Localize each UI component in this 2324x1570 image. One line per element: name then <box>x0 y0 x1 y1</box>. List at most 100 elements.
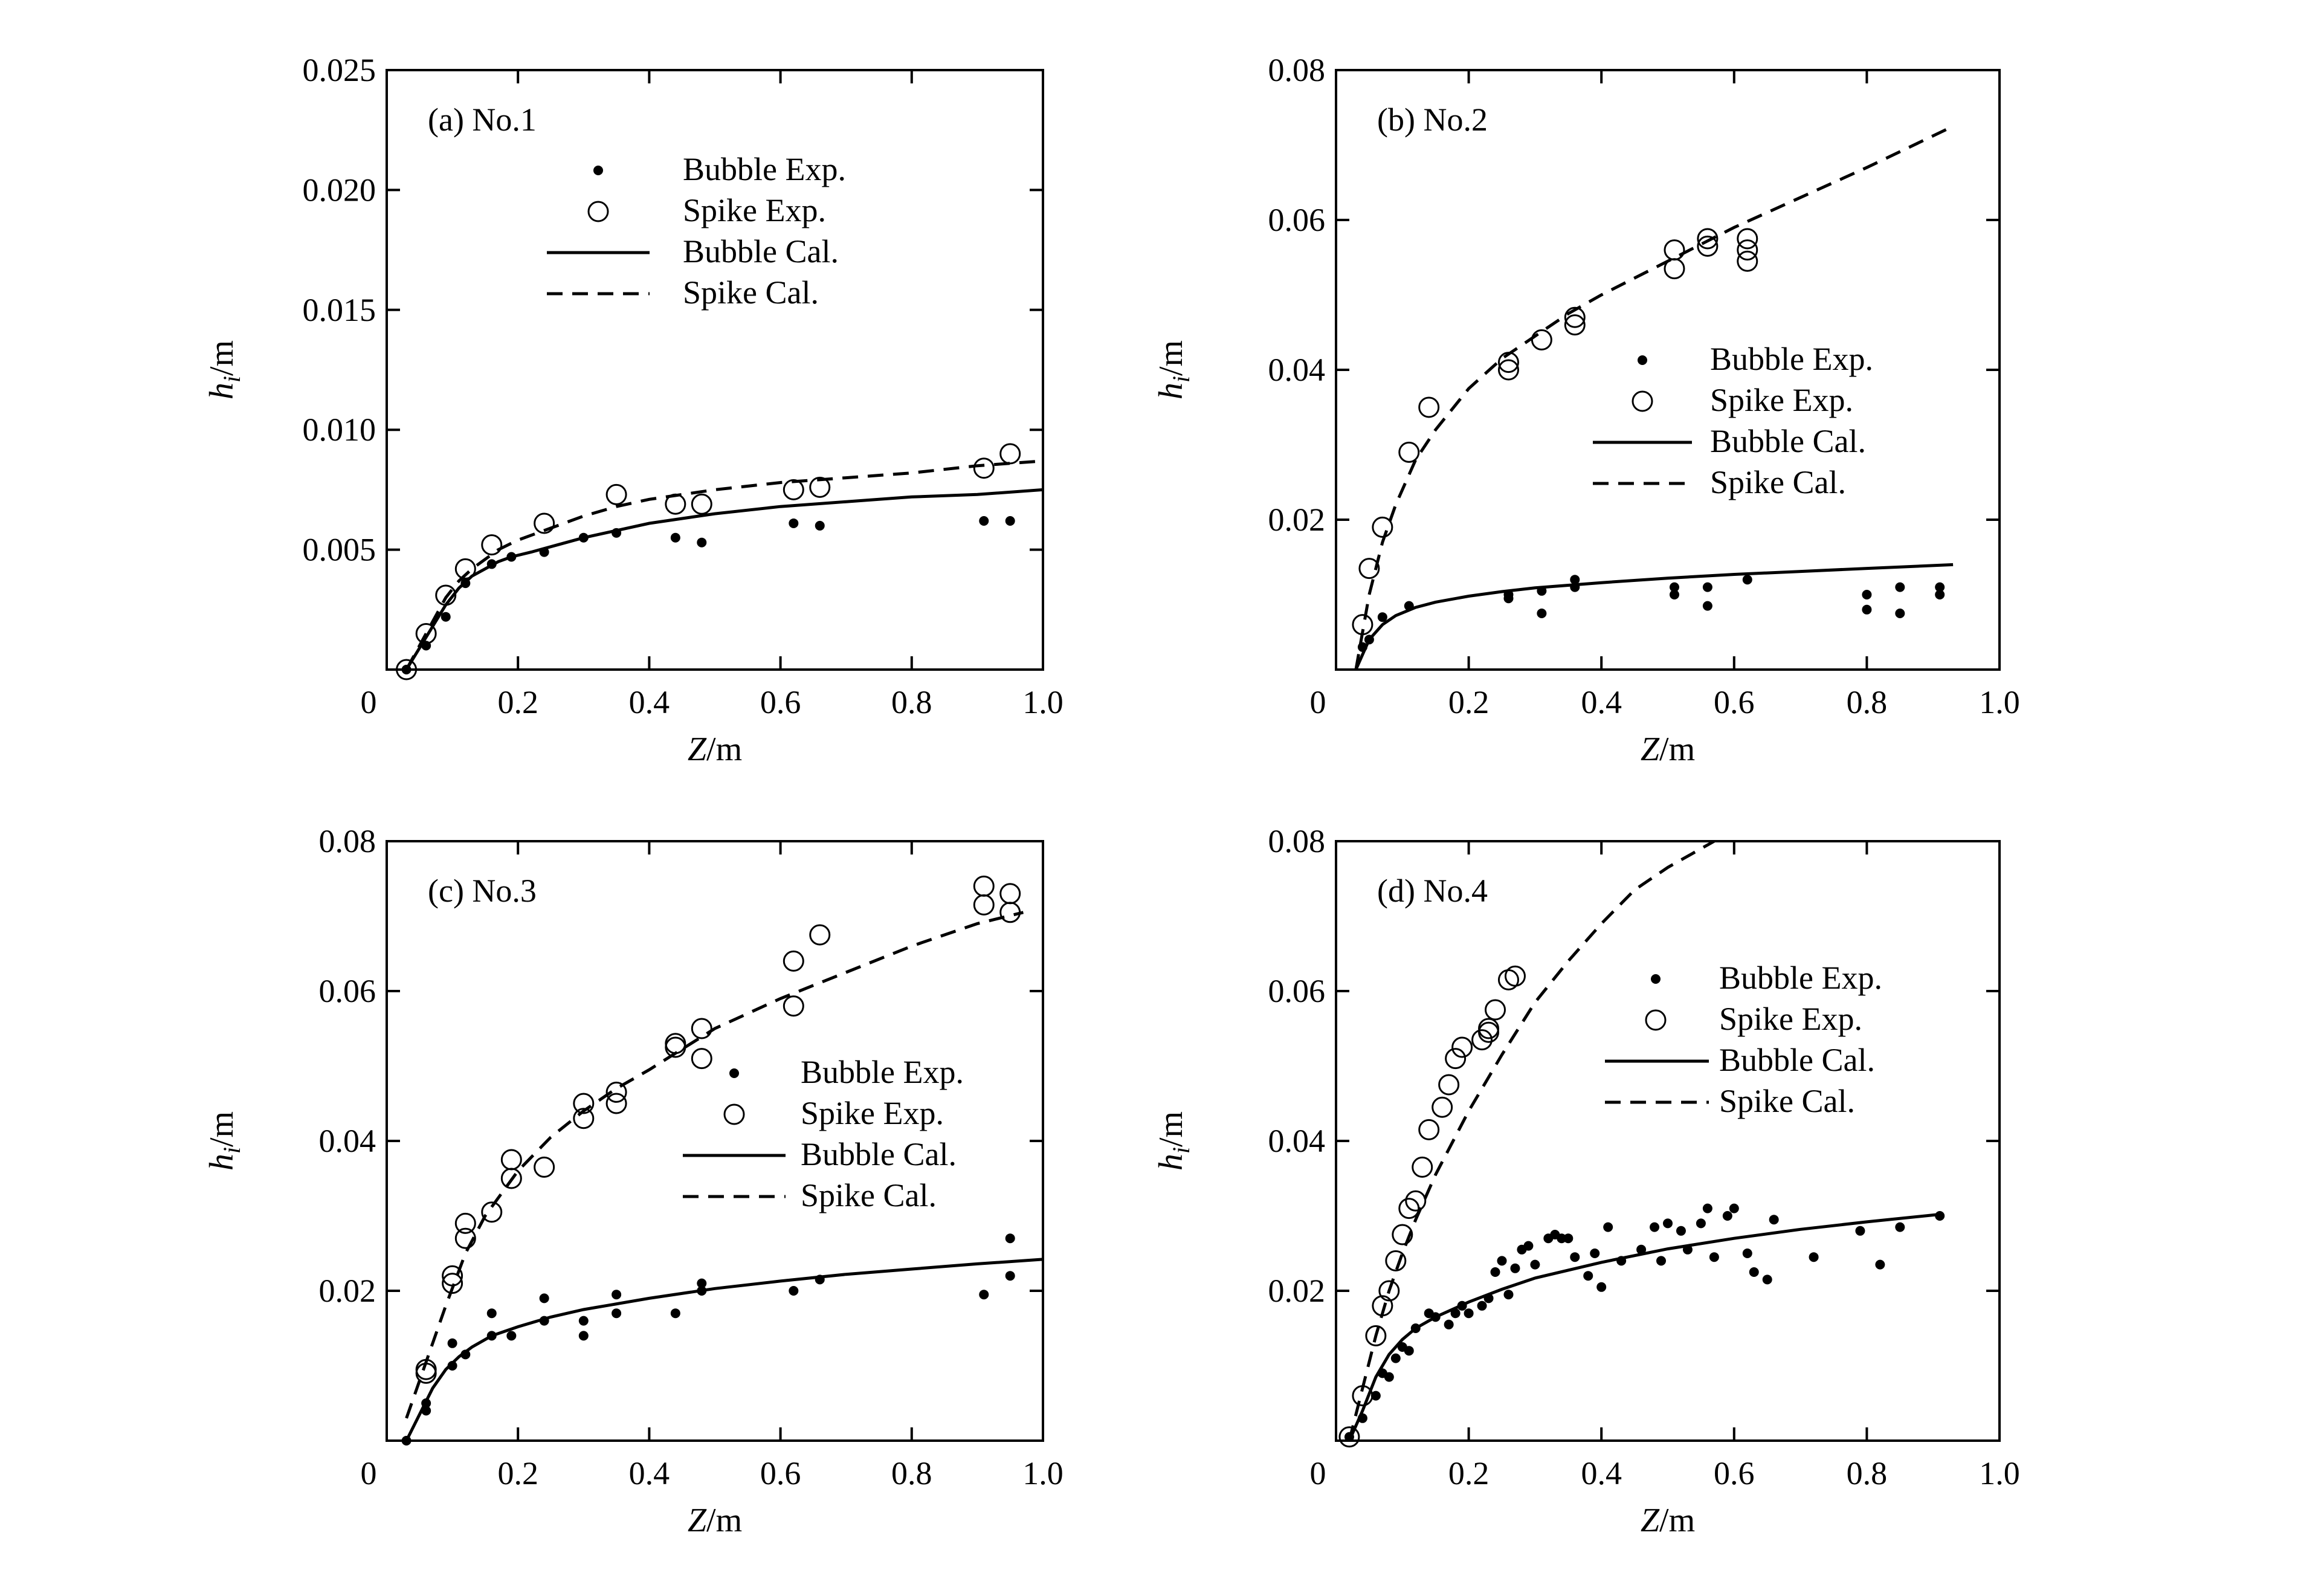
legend: Bubble Exp. Spike Exp. Bubble Cal. Spike Ca… <box>1605 960 1882 1119</box>
spike-exp-point <box>665 493 686 515</box>
spike-exp-point <box>1432 1096 1453 1118</box>
bubble-exp-point <box>1570 575 1580 585</box>
bubble-exp-point <box>1696 1218 1706 1229</box>
bubble-exp-point <box>1650 1222 1660 1232</box>
chart-panel-4: 0 0.2 0.4 0.6 0.8 1.00.020.040.060.08Z/mhi/m(… <box>1152 823 2020 1539</box>
bubble-exp-point <box>1005 1233 1015 1244</box>
spike-exp-point <box>691 1048 712 1070</box>
spike-exp-point <box>534 512 555 534</box>
bubble-exp-point <box>1477 1300 1487 1311</box>
legend-label: Bubble Exp. <box>683 151 846 187</box>
legend-label: Spike Cal. <box>801 1177 937 1213</box>
spike-exp-point <box>1564 314 1586 336</box>
spike-exp-point <box>973 875 995 897</box>
spike-exp-point <box>1485 999 1506 1021</box>
plot-frame <box>386 69 1044 671</box>
legend-label: Spike Cal. <box>683 274 819 311</box>
y-tick-label: 0.015 <box>303 292 376 328</box>
bubble-exp-point <box>1676 1226 1686 1236</box>
legend-label: Bubble Cal. <box>1719 1042 1875 1078</box>
bubble-exp-point <box>1464 1308 1474 1319</box>
spike-exp-point <box>1564 306 1586 328</box>
spike-exp-point <box>454 1227 476 1249</box>
spike-exp-point <box>809 924 831 946</box>
spike-exp-point <box>435 584 457 606</box>
x-tick-label: 0.2 <box>497 1455 538 1491</box>
legend-label: Bubble Exp. <box>1719 960 1882 996</box>
x-tick-label: 0.4 <box>1581 684 1622 720</box>
bubble-exp-point <box>1005 515 1015 526</box>
bubble-exp-point <box>1537 609 1547 618</box>
legend-marker-bubble-exp <box>1638 355 1647 365</box>
x-tick-label: 0.4 <box>629 1455 670 1491</box>
bubble-exp-point <box>1862 590 1872 599</box>
x-tick-label: 0 <box>1310 1455 1326 1491</box>
panel-label: (d) No.4 <box>1377 873 1488 909</box>
legend-label: Bubble Exp. <box>801 1054 964 1090</box>
bubble-exp-point <box>1510 1263 1520 1273</box>
bubble-exp-point <box>670 1308 680 1319</box>
y-tick-label: 0.02 <box>1268 502 1326 538</box>
spike-exp-point <box>1338 1426 1360 1448</box>
bubble-exp-point <box>1590 1249 1600 1258</box>
panel-label: (c) No.3 <box>428 873 537 909</box>
bubble-exp-point <box>1596 1282 1607 1292</box>
x-tick-label: 0 <box>1310 684 1326 720</box>
spike-exp-point <box>1697 235 1719 257</box>
bubble-exp-point <box>1769 1215 1779 1225</box>
bubble-exp-point <box>1616 1256 1627 1266</box>
spike-exp-point <box>973 457 995 479</box>
y-tick-label: 0.04 <box>1268 352 1326 388</box>
y-axis-label: hi/m <box>203 340 245 399</box>
bubble-exp-point <box>1357 1413 1367 1423</box>
spike-exp-point <box>783 995 804 1017</box>
spike-exp-point <box>573 1093 595 1114</box>
legend-label: Spike Exp. <box>1719 1001 1862 1037</box>
bubble-exp-point <box>1490 1267 1500 1277</box>
y-axis-label-subscript: i <box>1167 376 1195 383</box>
spike-exp-point <box>1531 329 1552 351</box>
bubble-exp-point <box>486 559 497 569</box>
bubble-exp-point <box>1450 1308 1461 1319</box>
spike-cal-line <box>405 911 1024 1419</box>
bubble-exp-point <box>1682 1244 1693 1255</box>
chart-panel-1: 0 0.2 0.4 0.6 0.8 1.0 0.005 0.010 0.015 0.020 0.02… <box>203 52 1064 768</box>
x-tick-label: 0.6 <box>760 1455 801 1491</box>
bubble-exp-point <box>1364 635 1374 645</box>
x-tick-label: 0.2 <box>497 684 538 720</box>
bubble-exp-point <box>578 532 589 543</box>
legend-label: Spike Exp. <box>683 192 826 228</box>
bubble-exp-point <box>1557 1233 1567 1244</box>
spike-exp-point <box>481 534 503 556</box>
spike-exp-point <box>1497 352 1519 373</box>
bubble-exp-point <box>1404 601 1414 611</box>
x-tick-label: 0.6 <box>760 684 801 720</box>
spike-exp-point <box>1497 359 1519 381</box>
spike-exp-point <box>605 1081 627 1103</box>
y-axis-label: hi/m <box>1152 340 1195 399</box>
bubble-exp-point <box>1457 1300 1467 1311</box>
bubble-exp-point <box>486 1308 497 1319</box>
y-tick-label: 0.020 <box>303 172 376 208</box>
y-tick-label: 0.04 <box>1268 1123 1326 1159</box>
spike-cal-line <box>1348 841 1716 1441</box>
bubble-exp-point <box>1875 1259 1885 1270</box>
bubble-exp-point <box>789 1286 799 1296</box>
bubble-exp-point <box>401 665 412 674</box>
spike-exp-point <box>665 1033 686 1055</box>
x-tick-label: 0 <box>361 684 377 720</box>
bubble-exp-point <box>1749 1267 1759 1277</box>
spike-exp-point <box>1358 558 1380 580</box>
bubble-exp-point <box>1729 1203 1739 1213</box>
legend: Bubble Exp. Spike Exp. Bubble Cal. Spike Ca… <box>1593 341 1873 500</box>
spike-exp-point <box>1378 1280 1400 1302</box>
chart-panel-3: 0 0.2 0.4 0.6 0.8 1.00.020.040.060.08Z/mhi/m(… <box>203 823 1064 1539</box>
x-tick-label: 1.0 <box>1022 684 1064 720</box>
bubble-exp-point <box>612 1308 622 1319</box>
bubble-exp-point <box>1404 1346 1414 1356</box>
y-tick-label: 0.025 <box>303 52 376 88</box>
y-tick-label: 0.06 <box>1268 973 1326 1009</box>
spike-exp-point <box>783 479 804 500</box>
spike-exp-point <box>1372 1295 1393 1317</box>
legend: Bubble Exp. Spike Exp. Bubble Cal. Spike Ca… <box>683 1054 964 1213</box>
